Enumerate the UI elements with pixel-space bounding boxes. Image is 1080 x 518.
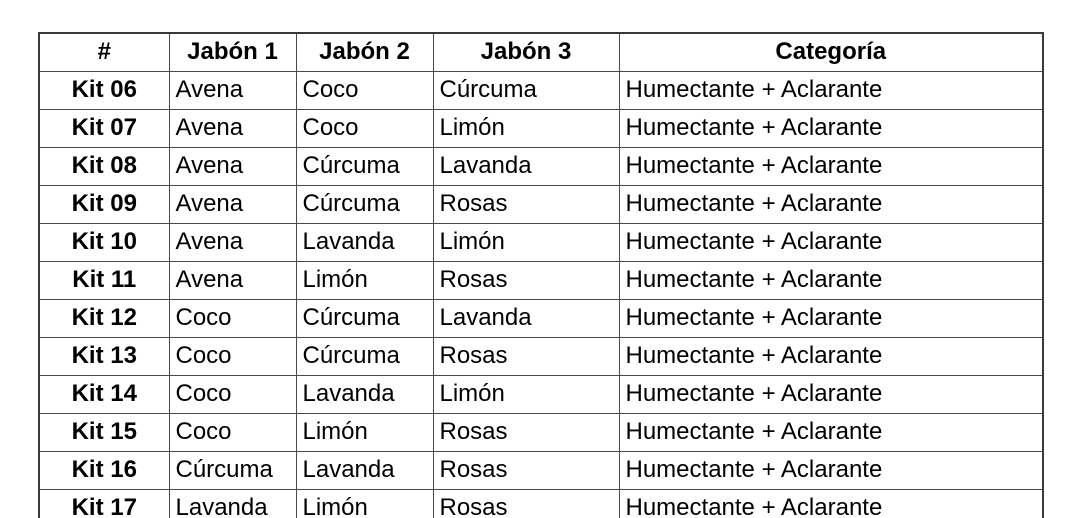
table-row: Kit 13 Coco Cúrcuma Rosas Humectante + Aclar… [38, 337, 1044, 376]
table-cell: Lavanda [295, 375, 434, 414]
table-cell: Avena [168, 185, 297, 224]
kit-id-cell: Kit 09 [38, 185, 170, 224]
table-cell: Avena [168, 147, 297, 186]
kit-id-cell: Kit 14 [38, 375, 170, 414]
table-cell: Cúrcuma [295, 299, 434, 338]
kit-id-cell: Kit 10 [38, 223, 170, 262]
kit-id-cell: Kit 08 [38, 147, 170, 186]
table-cell: Humectante + Aclarante [618, 185, 1044, 224]
table-cell: Humectante + Aclarante [618, 489, 1044, 518]
kit-id-cell: Kit 06 [38, 71, 170, 110]
table-row: Kit 17 Lavanda Limón Rosas Humectante + Acla… [38, 489, 1044, 518]
header-cell-number: # [38, 32, 170, 72]
table-cell: Coco [168, 413, 297, 452]
table-cell: Cúrcuma [295, 147, 434, 186]
table-cell: Humectante + Aclarante [618, 223, 1044, 262]
table-cell: Humectante + Aclarante [618, 413, 1044, 452]
table-row: Kit 08 Avena Cúrcuma Lavanda Humectante + Ac… [38, 147, 1044, 186]
table-cell: Cúrcuma [295, 337, 434, 376]
table-cell: Humectante + Aclarante [618, 147, 1044, 186]
kit-id-cell: Kit 12 [38, 299, 170, 338]
table-row: Kit 09 Avena Cúrcuma Rosas Humectante + Acla… [38, 185, 1044, 224]
table-cell: Rosas [432, 451, 620, 490]
table-row: Kit 14 Coco Lavanda Limón Humectante + Aclar… [38, 375, 1044, 414]
table-cell: Rosas [432, 413, 620, 452]
table-cell: Cúrcuma [432, 71, 620, 110]
table-cell: Coco [168, 299, 297, 338]
kit-id-cell: Kit 15 [38, 413, 170, 452]
table-cell: Cúrcuma [168, 451, 297, 490]
table-row: Kit 10 Avena Lavanda Limón Humectante + Acla… [38, 223, 1044, 262]
table-cell: Rosas [432, 337, 620, 376]
table-row: Kit 07 Avena Coco Limón Humectante + Aclaran… [38, 109, 1044, 148]
table-cell: Limón [295, 413, 434, 452]
kit-id-cell: Kit 16 [38, 451, 170, 490]
kit-id-cell: Kit 13 [38, 337, 170, 376]
kit-id-cell: Kit 07 [38, 109, 170, 148]
table-row: Kit 11 Avena Limón Rosas Humectante + Aclara… [38, 261, 1044, 300]
table-cell: Lavanda [295, 451, 434, 490]
table-cell: Avena [168, 261, 297, 300]
table-cell: Avena [168, 71, 297, 110]
table-cell: Humectante + Aclarante [618, 109, 1044, 148]
table-cell: Cúrcuma [295, 185, 434, 224]
table-cell: Coco [295, 109, 434, 148]
table-cell: Avena [168, 223, 297, 262]
header-cell-categoria: Categoría [618, 32, 1044, 72]
table-cell: Limón [295, 489, 434, 518]
table-cell: Rosas [432, 261, 620, 300]
table-row: Kit 12 Coco Cúrcuma Lavanda Humectante + Acl… [38, 299, 1044, 338]
table-cell: Humectante + Aclarante [618, 71, 1044, 110]
table-body: Kit 06 Avena Coco Cúrcuma Humectante + Aclar… [38, 71, 1044, 518]
table-cell: Lavanda [295, 223, 434, 262]
table-cell: Coco [295, 71, 434, 110]
table-row: Kit 15 Coco Limón Rosas Humectante + Aclaran… [38, 413, 1044, 452]
table-cell: Limón [295, 261, 434, 300]
table-cell: Avena [168, 109, 297, 148]
table-cell: Lavanda [432, 299, 620, 338]
table-cell: Coco [168, 337, 297, 376]
table-cell: Lavanda [432, 147, 620, 186]
table-cell: Coco [168, 375, 297, 414]
table-cell: Limón [432, 109, 620, 148]
table-cell: Humectante + Aclarante [618, 375, 1044, 414]
table-row: Kit 16 Cúrcuma Lavanda Rosas Humectante + Ac… [38, 451, 1044, 490]
kit-id-cell: Kit 17 [38, 489, 170, 518]
table-cell: Humectante + Aclarante [618, 299, 1044, 338]
kit-id-cell: Kit 11 [38, 261, 170, 300]
table-cell: Humectante + Aclarante [618, 337, 1044, 376]
table-cell: Lavanda [168, 489, 297, 518]
header-cell-jabon2: Jabón 2 [295, 32, 434, 72]
table-header: # Jabón 1 Jabón 2 Jabón 3 Categoría [38, 32, 1044, 72]
header-cell-jabon1: Jabón 1 [168, 32, 297, 72]
header-cell-jabon3: Jabón 3 [432, 32, 620, 72]
table-row: Kit 06 Avena Coco Cúrcuma Humectante + Aclar… [38, 71, 1044, 110]
table-cell: Rosas [432, 185, 620, 224]
table-cell: Rosas [432, 489, 620, 518]
soap-kits-table: # Jabón 1 Jabón 2 Jabón 3 Categoría Kit … [38, 32, 1044, 518]
header-row: # Jabón 1 Jabón 2 Jabón 3 Categoría [38, 32, 1044, 72]
table-cell: Humectante + Aclarante [618, 261, 1044, 300]
table-cell: Humectante + Aclarante [618, 451, 1044, 490]
table-cell: Limón [432, 375, 620, 414]
table-cell: Limón [432, 223, 620, 262]
